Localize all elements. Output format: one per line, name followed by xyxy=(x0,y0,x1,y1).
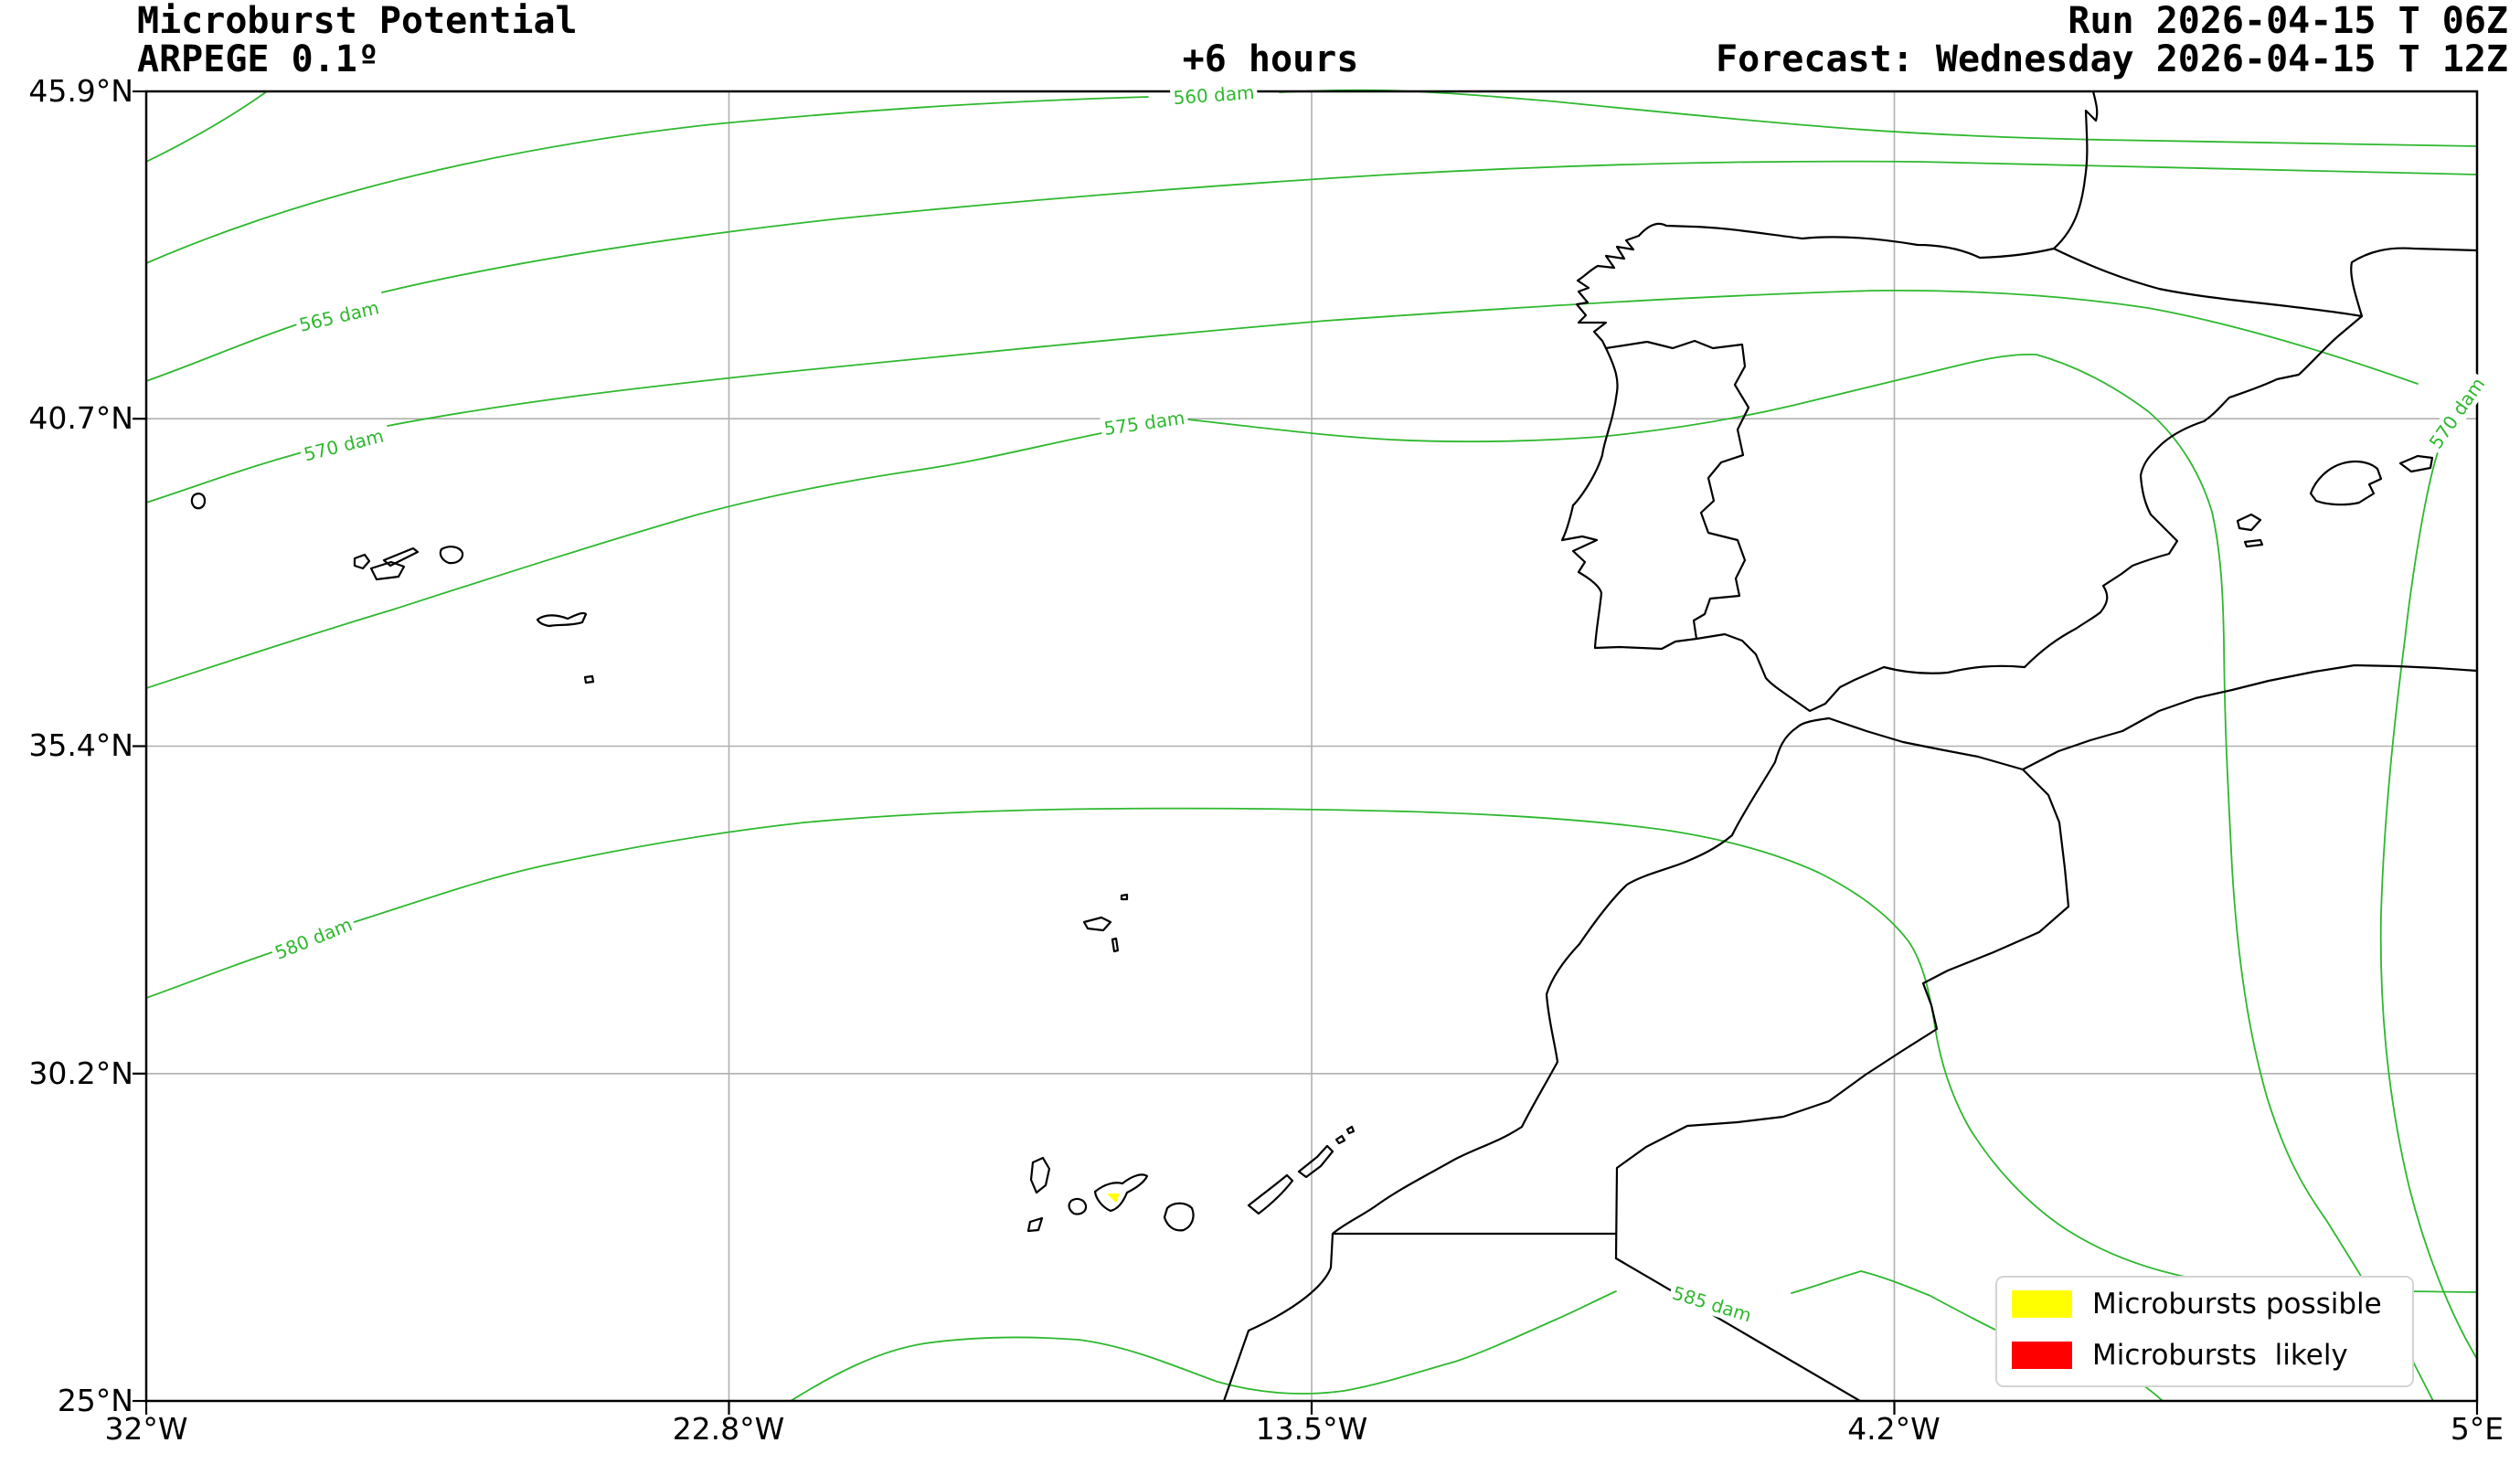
island-mallorca xyxy=(2309,460,2383,506)
contour-575 xyxy=(145,432,1102,689)
island-la-gomera xyxy=(1068,1197,1088,1215)
island-la-palma xyxy=(1029,1156,1051,1194)
contour-570 xyxy=(387,289,2419,427)
islet-alegranza xyxy=(1345,1125,1356,1135)
coastlines xyxy=(1222,90,2479,1403)
contour-560 xyxy=(1279,89,2478,147)
island-madeira xyxy=(1082,916,1112,932)
axis-ticks xyxy=(133,90,2479,1415)
island-santa-maria xyxy=(583,674,595,684)
ytick-40-7n: 40.7°N xyxy=(28,400,133,436)
contour-570 xyxy=(2379,449,2478,1360)
contour-580 xyxy=(345,807,2478,1293)
microbursts-possible-label: Microbursts possible xyxy=(2092,1288,2382,1321)
island-tenerife xyxy=(1093,1173,1149,1213)
contour-565 xyxy=(145,323,301,382)
contour-580 xyxy=(145,948,284,999)
xtick-5e: 5°E xyxy=(2450,1411,2504,1447)
border-morocco-algeria xyxy=(1614,768,2070,1260)
coast-africa-mediterranean xyxy=(1827,663,2479,771)
xtick-13-5w: 13.5°W xyxy=(1255,1411,1368,1447)
island-menorca xyxy=(2398,454,2434,473)
run-timestamp: Run 2026-04-15 T 06Z xyxy=(2068,0,2508,42)
contour-560 xyxy=(145,96,1149,264)
border-portugal-spain xyxy=(1604,339,1750,641)
xtick-22-8w: 22.8°W xyxy=(672,1411,785,1447)
ytick-35-4n: 35.4°N xyxy=(28,727,133,763)
island-ibiza xyxy=(2236,513,2262,532)
islet-graciosa xyxy=(1334,1134,1346,1145)
ytick-45-9n: 45.9°N xyxy=(28,73,133,109)
microbursts-likely-swatch xyxy=(2012,1342,2072,1369)
island-el-hierro xyxy=(1026,1216,1044,1233)
legend-box: Microbursts possible Microbursts likely xyxy=(1995,1276,2414,1387)
island-flores xyxy=(190,493,207,510)
island-sao-miguel xyxy=(536,611,588,628)
contour-575 xyxy=(1187,353,2434,1402)
island-sao-jorge xyxy=(382,546,420,568)
island-gran-canaria xyxy=(1163,1202,1195,1232)
microburst-possible-area xyxy=(1107,1193,1120,1203)
contour-570 xyxy=(145,451,306,504)
contour-565 xyxy=(381,160,2478,293)
contour-585 xyxy=(790,1290,1617,1402)
island-formentera xyxy=(2243,538,2264,548)
model-label: ARPEGE 0.1º xyxy=(137,38,379,80)
lead-time-label: +6 hours xyxy=(1182,38,1359,80)
border-pyrenees xyxy=(2052,247,2364,318)
ytick-25n: 25°N xyxy=(57,1383,133,1418)
island-porto-santo xyxy=(1120,893,1129,901)
xtick-4-2w: 4.2°W xyxy=(1847,1411,1941,1447)
microbursts-possible-swatch xyxy=(2012,1290,2072,1318)
border-algeria-mauritania xyxy=(1614,1257,1862,1403)
grid-lines xyxy=(146,91,2477,1401)
island-terceira xyxy=(439,546,464,565)
page-title: Microburst Potential xyxy=(137,0,578,42)
legend-row-likely: Microbursts likely xyxy=(1997,1340,2412,1371)
island-faial xyxy=(353,553,371,570)
microbursts-likely-label: Microbursts likely xyxy=(2092,1339,2348,1372)
island-lanzarote xyxy=(1297,1144,1334,1179)
island-desertas xyxy=(1111,937,1120,953)
forecast-timestamp: Forecast: Wednesday 2026-04-15 T 12Z xyxy=(1716,38,2508,80)
island-fuerteventura xyxy=(1247,1173,1294,1215)
coast-iberia-france xyxy=(1560,90,2479,713)
contour-555 xyxy=(145,90,268,163)
islands xyxy=(190,454,2434,1233)
ytick-30-2n: 30.2°N xyxy=(28,1056,133,1091)
coast-africa-atlantic xyxy=(1222,716,1831,1403)
legend-row-possible: Microbursts possible xyxy=(1997,1289,2412,1320)
xtick-32w: 32°W xyxy=(104,1411,188,1447)
